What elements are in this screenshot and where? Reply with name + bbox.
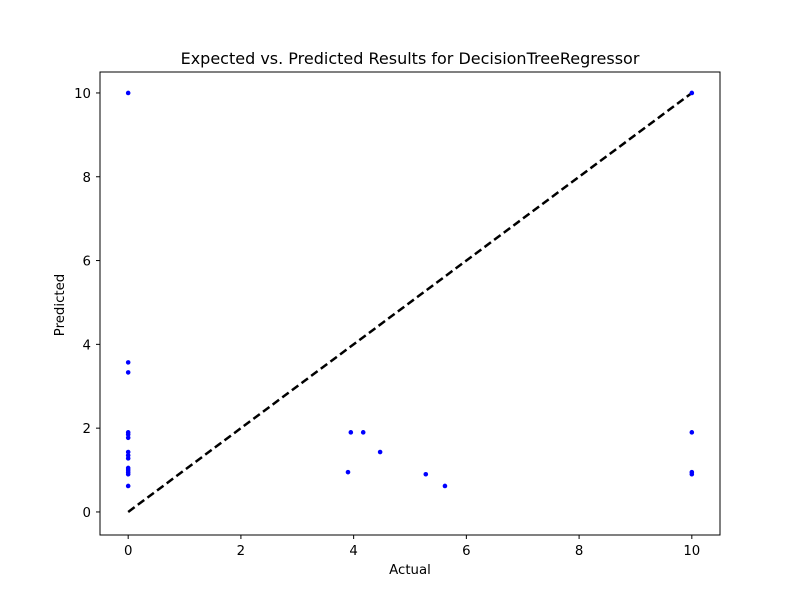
data-point xyxy=(125,360,131,365)
x-tick-label: 10 xyxy=(683,544,700,559)
data-point xyxy=(125,435,131,441)
x-axis-ticks: 0 2 4 6 8 10 xyxy=(124,535,700,559)
y-tick-label: 6 xyxy=(83,255,91,270)
chart-title: Expected vs. Predicted Results for Decis… xyxy=(181,49,640,68)
y-tick-label: 2 xyxy=(83,422,91,437)
data-point xyxy=(125,471,131,477)
data-point xyxy=(689,90,695,96)
data-point xyxy=(125,432,131,437)
y-tick-label: 4 xyxy=(83,338,91,353)
data-point xyxy=(348,430,354,435)
y-tick-label: 10 xyxy=(74,87,91,102)
y-axis-title: Predicted xyxy=(53,274,68,336)
data-point xyxy=(689,430,695,435)
x-tick-label: 4 xyxy=(349,544,357,559)
plot-frame xyxy=(99,71,721,536)
reference-line xyxy=(127,91,693,513)
data-point xyxy=(125,483,131,489)
data-point xyxy=(377,449,383,455)
x-axis-title: Actual xyxy=(389,563,431,578)
points-layer xyxy=(125,90,695,489)
data-point xyxy=(125,370,131,375)
data-point xyxy=(125,456,131,461)
data-point xyxy=(442,483,448,489)
y-tick-label: 8 xyxy=(83,171,91,186)
x-tick-label: 0 xyxy=(124,544,132,559)
x-tick-label: 2 xyxy=(237,544,245,559)
data-point xyxy=(360,430,366,435)
data-point xyxy=(423,471,429,477)
data-point xyxy=(125,90,131,96)
data-point xyxy=(689,471,695,477)
x-tick-label: 8 xyxy=(575,544,583,559)
y-tick-label: 0 xyxy=(83,506,91,521)
y-axis-ticks: 0 2 4 6 8 10 xyxy=(74,87,100,521)
data-point xyxy=(125,449,131,455)
x-tick-label: 6 xyxy=(462,544,470,559)
data-point xyxy=(345,469,351,475)
